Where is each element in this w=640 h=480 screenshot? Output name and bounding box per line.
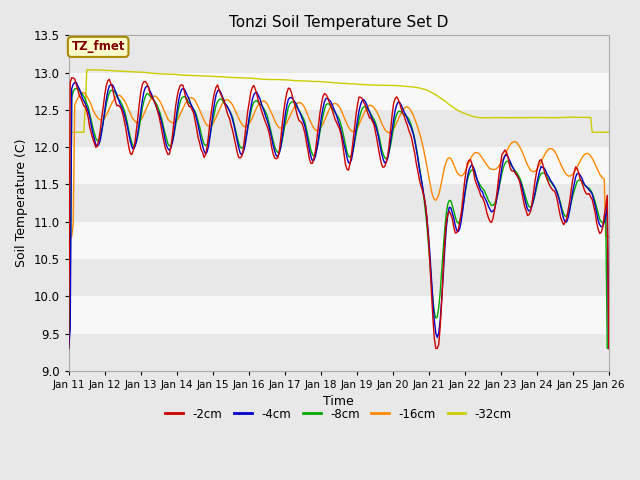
Legend: -2cm, -4cm, -8cm, -16cm, -32cm: -2cm, -4cm, -8cm, -16cm, -32cm [161, 403, 516, 425]
Y-axis label: Soil Temperature (C): Soil Temperature (C) [15, 139, 28, 267]
Bar [68, 184, 609, 222]
Bar [68, 222, 609, 259]
Bar [68, 296, 609, 334]
Title: Tonzi Soil Temperature Set D: Tonzi Soil Temperature Set D [229, 15, 449, 30]
Bar [68, 36, 609, 72]
Bar [68, 110, 609, 147]
X-axis label: Time: Time [323, 396, 354, 408]
Text: TZ_fmet: TZ_fmet [72, 40, 125, 53]
Bar [68, 259, 609, 296]
Bar [68, 147, 609, 184]
Bar [68, 334, 609, 371]
Bar [68, 72, 609, 110]
